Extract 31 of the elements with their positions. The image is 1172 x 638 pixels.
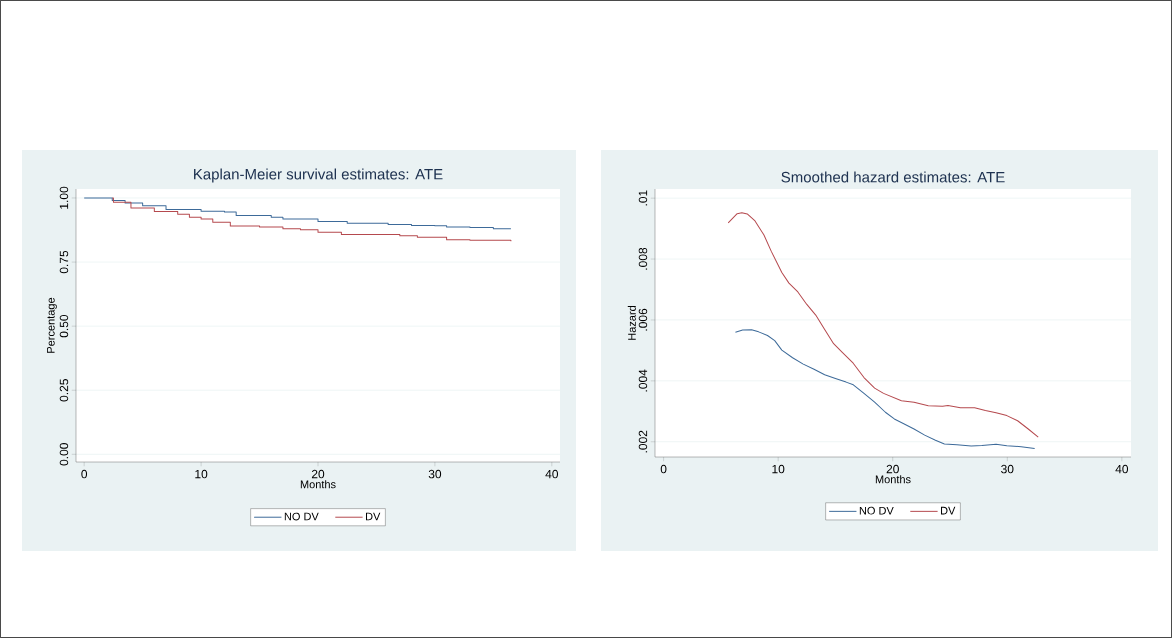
- y-tick-label: 0.75: [59, 250, 69, 274]
- legend-label: DV: [941, 506, 956, 515]
- y-tick-label: .006: [638, 308, 648, 331]
- chart-title: Smoothed hazard estimates: ATE: [781, 171, 1005, 183]
- legend-label: DV: [366, 512, 381, 521]
- chart-title: Kaplan-Meier survival estimates: ATE: [194, 168, 443, 183]
- x-tick-label: 0: [81, 469, 88, 479]
- x-tick-label: 30: [428, 469, 442, 479]
- y-tick-label: .01: [638, 190, 648, 206]
- x-tick-label: 10: [772, 464, 785, 474]
- x-axis-title: Months: [300, 480, 336, 489]
- y-axis-title: Hazard: [627, 305, 636, 340]
- x-tick-label: 30: [1001, 464, 1014, 474]
- y-tick-label: .002: [638, 430, 648, 453]
- line-series: [734, 329, 1036, 449]
- x-tick-label: 40: [545, 469, 559, 479]
- y-tick-label: 0.00: [59, 443, 69, 466]
- x-tick-label: 20: [886, 464, 899, 474]
- y-tick-label: .008: [638, 247, 648, 270]
- legend-label: NO DV: [859, 506, 894, 515]
- y-tick-label: 0.50: [59, 314, 69, 338]
- x-axis-title: Months: [875, 475, 911, 484]
- y-tick-label: .004: [638, 369, 648, 392]
- y-tick-label: 0.25: [59, 379, 69, 402]
- y-tick-label: 1.00: [59, 186, 69, 209]
- legend-label: NO DV: [284, 512, 319, 521]
- y-axis-title: Percentage: [47, 297, 57, 353]
- x-tick-label: 40: [1115, 464, 1129, 474]
- x-tick-label: 0: [660, 464, 667, 474]
- x-tick-label: 10: [195, 469, 208, 479]
- x-tick-label: 20: [311, 469, 325, 479]
